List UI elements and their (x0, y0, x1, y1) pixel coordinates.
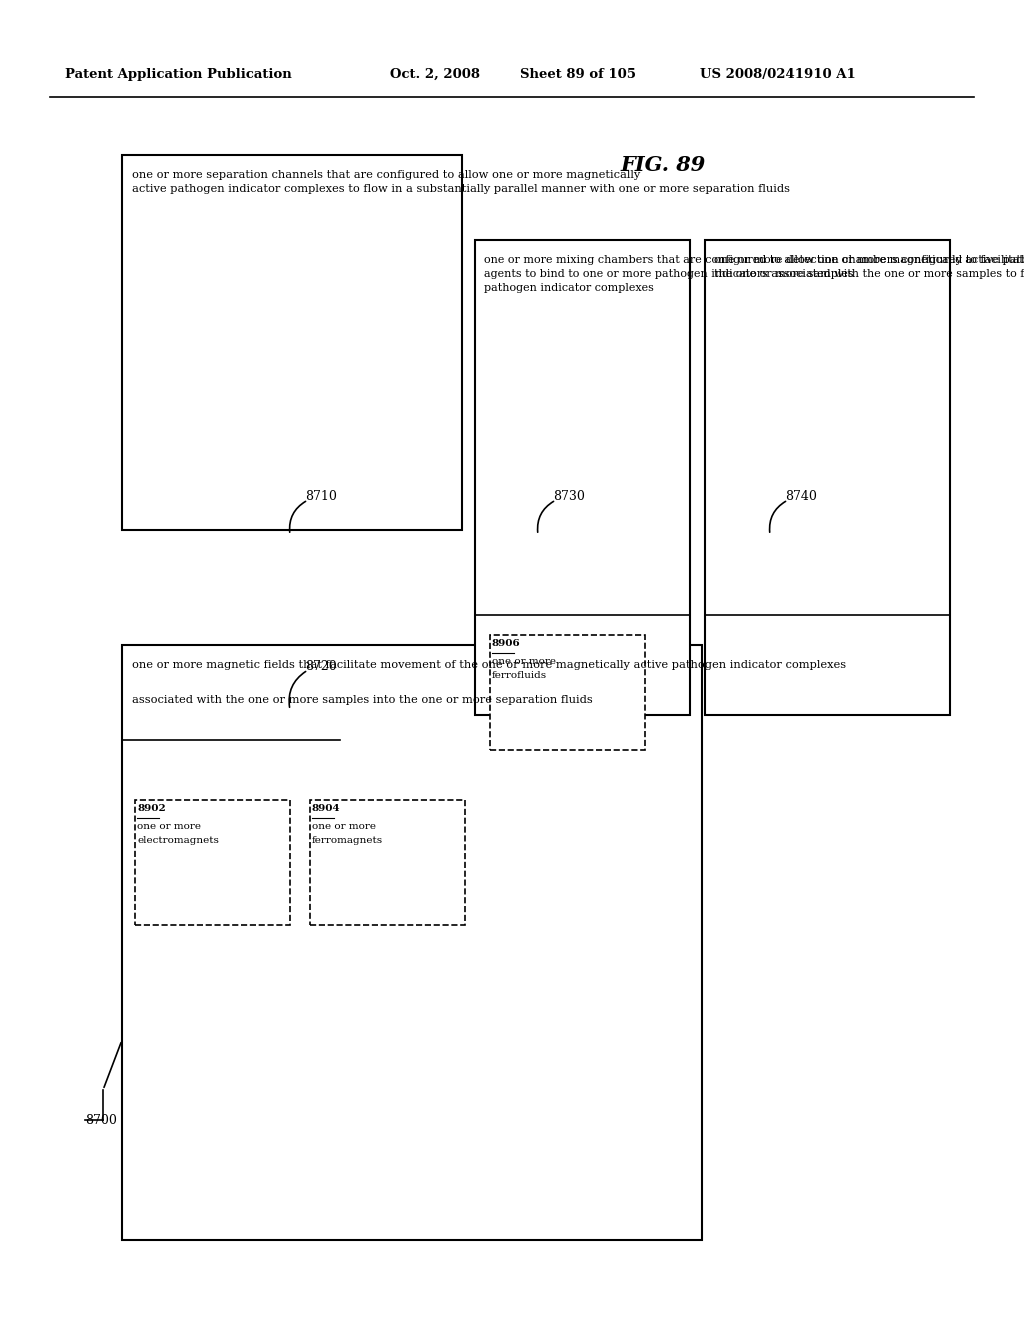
Text: Sheet 89 of 105: Sheet 89 of 105 (520, 69, 636, 81)
Bar (705, 240, 950, 715)
Text: one or more separation channels that are configured to allow one or more magneti: one or more separation channels that are… (132, 170, 790, 194)
Text: one or more detection chambers configured to facilitate detection of the one or : one or more detection chambers configure… (714, 255, 1024, 279)
Bar (490, 635, 645, 750)
Text: Oct. 2, 2008: Oct. 2, 2008 (390, 69, 480, 81)
Text: 8710: 8710 (305, 490, 337, 503)
Bar (122, 645, 702, 1239)
Bar (122, 154, 462, 531)
Text: one or more: one or more (492, 657, 556, 667)
Text: associated with the one or more samples into the one or more separation fluids: associated with the one or more samples … (132, 696, 593, 705)
Text: ferrofluids: ferrofluids (492, 671, 547, 680)
Text: one or more: one or more (137, 822, 201, 832)
Text: one or more mixing chambers that are configured to allow one or more magneticall: one or more mixing chambers that are con… (484, 255, 1024, 293)
Text: 8906: 8906 (492, 639, 521, 648)
Text: one or more: one or more (312, 822, 376, 832)
Text: 8902: 8902 (137, 804, 166, 813)
Text: 8720: 8720 (305, 660, 337, 673)
Text: 8740: 8740 (785, 490, 817, 503)
Bar (135, 800, 290, 925)
Bar (475, 240, 690, 715)
Text: 8700: 8700 (85, 1114, 117, 1126)
Text: 8904: 8904 (312, 804, 341, 813)
Text: FIG. 89: FIG. 89 (620, 154, 706, 176)
Text: electromagnets: electromagnets (137, 836, 219, 845)
Text: ferromagnets: ferromagnets (312, 836, 383, 845)
Text: Patent Application Publication: Patent Application Publication (65, 69, 292, 81)
Bar (310, 800, 465, 925)
Text: 8730: 8730 (553, 490, 585, 503)
Text: one or more magnetic fields that facilitate movement of the one or more magnetic: one or more magnetic fields that facilit… (132, 660, 846, 671)
Text: US 2008/0241910 A1: US 2008/0241910 A1 (700, 69, 856, 81)
